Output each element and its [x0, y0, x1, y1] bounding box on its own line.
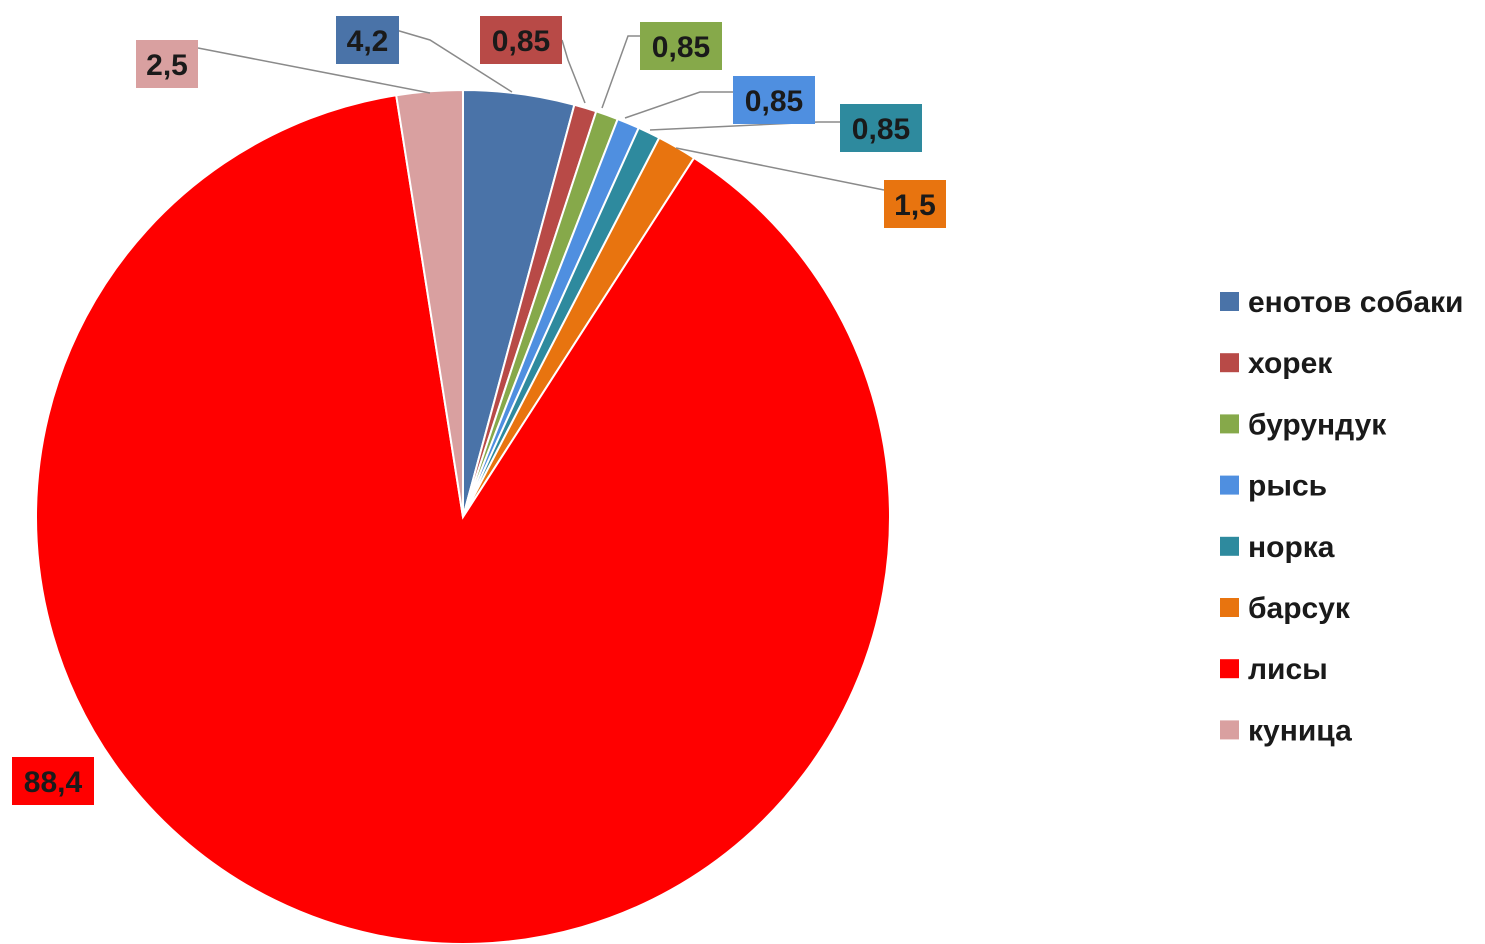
- pie-slices: [35, 88, 891, 944]
- legend: енотов собаки хорек бурундук рысь норка барсу…: [1220, 286, 1463, 747]
- legend-item: лисы: [1220, 653, 1328, 686]
- data-label-box: [136, 40, 198, 88]
- slice-8: [395, 88, 464, 518]
- legend-item: норка: [1220, 531, 1335, 564]
- legend-swatch: [1220, 659, 1239, 679]
- legend-item: рысь: [1220, 470, 1327, 503]
- legend-item: енотов собаки: [1220, 286, 1463, 319]
- data-label-box: [840, 104, 922, 152]
- data-label: 2,5: [136, 40, 198, 88]
- data-label-text: 2,5: [146, 49, 188, 82]
- data-label-box: [12, 757, 94, 805]
- legend-item: хорек: [1220, 347, 1333, 380]
- leader-line: [601, 35, 640, 109]
- legend-swatch: [1220, 414, 1239, 434]
- legend-swatch: [1220, 292, 1239, 311]
- data-label-box: [336, 16, 399, 64]
- leader-line: [675, 147, 885, 191]
- leader-line: [197, 47, 431, 94]
- data-label-text: 0,85: [492, 25, 550, 58]
- data-label: 4,2: [336, 16, 399, 64]
- data-label-box: [884, 180, 946, 228]
- leader-line: [624, 91, 733, 119]
- data-label-text: 4,2: [347, 25, 389, 58]
- data-label-text: 0,85: [652, 31, 710, 64]
- legend-label: хорек: [1248, 347, 1333, 380]
- data-label-text: 88,4: [24, 766, 83, 799]
- leader-line: [561, 39, 586, 104]
- legend-label: барсук: [1248, 592, 1351, 625]
- legend-swatch: [1220, 536, 1239, 556]
- leader-line: [395, 29, 513, 93]
- legend-swatch: [1220, 353, 1239, 373]
- data-labels: 4,2 0,85 0,85 0,85 0,85 1,5 88,4 2,5: [12, 16, 946, 805]
- legend-item: куница: [1220, 714, 1352, 747]
- legend-item: бурундук: [1220, 408, 1387, 441]
- data-label: 0,85: [640, 22, 722, 70]
- leader-lines: [197, 29, 885, 191]
- data-label-text: 1,5: [894, 189, 936, 222]
- data-label: 0,85: [733, 76, 815, 124]
- data-label: 1,5: [884, 180, 946, 228]
- data-label: 0,85: [840, 104, 922, 152]
- data-label-box: [640, 22, 722, 70]
- legend-label: енотов собаки: [1248, 286, 1463, 319]
- legend-swatch: [1220, 720, 1239, 740]
- legend-label: бурундук: [1248, 408, 1387, 441]
- leader-line: [649, 121, 840, 131]
- legend-label: рысь: [1248, 470, 1327, 503]
- data-label-box: [733, 76, 815, 124]
- slice-7: [35, 94, 891, 944]
- legend-label: лисы: [1248, 653, 1328, 686]
- data-label-text: 0,85: [745, 85, 803, 118]
- legend-swatch: [1220, 475, 1239, 495]
- data-label-text: 0,85: [852, 113, 910, 146]
- legend-item: барсук: [1220, 592, 1351, 625]
- legend-label: норка: [1248, 531, 1335, 564]
- data-label-box: [480, 16, 562, 64]
- legend-label: куница: [1248, 714, 1352, 747]
- legend-swatch: [1220, 598, 1239, 617]
- data-label: 88,4: [12, 757, 94, 805]
- data-label: 0,85: [480, 16, 562, 64]
